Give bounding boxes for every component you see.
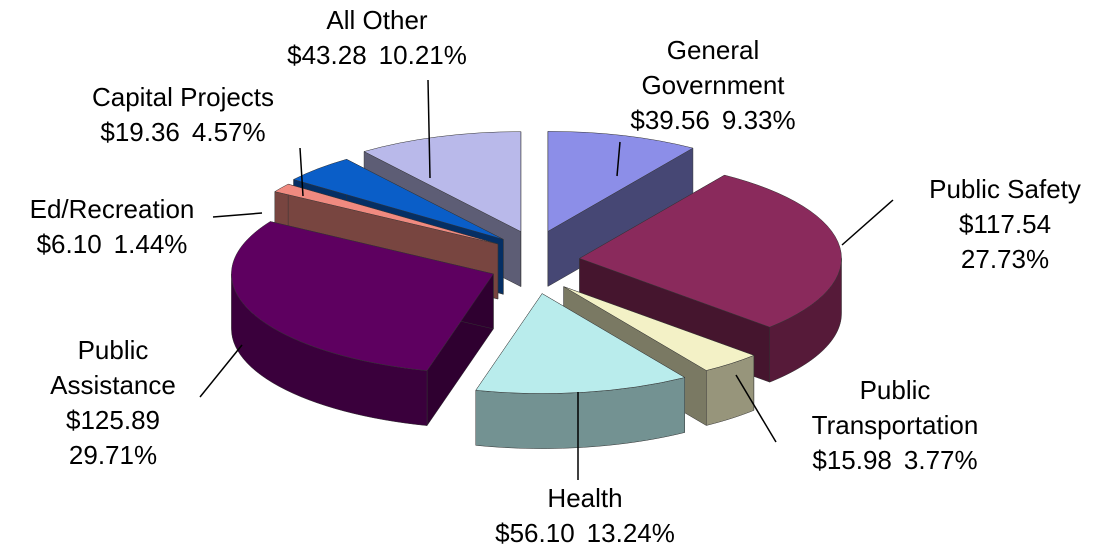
percent-label: 10.21%: [378, 40, 467, 70]
value-line: $6.10 1.44%: [0, 227, 232, 262]
percent-label: 27.73%: [960, 244, 1050, 274]
slice-top: [547, 131, 694, 232]
percent-label: 1.44%: [113, 229, 188, 259]
category-label: Public Transportation: [811, 375, 979, 440]
percent-label: 9.33%: [721, 105, 796, 135]
slice: [231, 221, 494, 427]
leader-line: [212, 212, 263, 218]
value-label: $117.54: [958, 209, 1052, 239]
category-label: Public Safety: [929, 174, 1081, 204]
slice-top: [292, 158, 504, 240]
category-label: Capital Projects: [91, 82, 275, 112]
percent-label: 13.24%: [586, 518, 675, 548]
slice-label: Public Assistance $125.89 29.71%: [38, 333, 188, 473]
value-label: $56.10: [495, 518, 575, 548]
leader-line: [199, 344, 243, 398]
value-label: $19.36: [100, 117, 180, 147]
slice-label: Public Transportation $15.98 3.77%: [780, 373, 1010, 478]
slice-label: Ed/Recreation $6.10 1.44%: [0, 192, 232, 262]
slice-top: [563, 286, 755, 371]
category-label: Ed/Recreation: [29, 194, 195, 224]
percent-label: 29.71%: [68, 440, 158, 470]
value-label: $125.89: [66, 405, 160, 435]
leader-line: [616, 141, 621, 177]
slice: [475, 292, 686, 449]
value-line: $56.10 13.24%: [455, 516, 715, 551]
value-line: $43.28 10.21%: [247, 38, 507, 73]
slice-top: [363, 131, 522, 233]
slice-top: [475, 293, 686, 394]
value-line: $39.56 9.33%: [613, 103, 813, 138]
slice-top: [578, 174, 842, 328]
value-line: $19.36 4.57%: [53, 115, 313, 150]
slice-label: Public Safety $117.54 27.73%: [875, 172, 1105, 277]
leader-line: [841, 199, 894, 246]
percent-label: 4.57%: [191, 117, 266, 147]
value-label: $39.56: [630, 105, 710, 135]
slice: [547, 131, 694, 287]
slice-label: Capital Projects $19.36 4.57%: [53, 80, 313, 150]
slice-top: [231, 221, 494, 371]
value-label: $6.10: [36, 229, 102, 259]
value-label: $15.98: [812, 445, 892, 475]
slice-label: All Other $43.28 10.21%: [247, 3, 507, 73]
leader-line: [299, 147, 304, 197]
value-line: $15.98 3.77%: [780, 443, 1010, 478]
slice-label: Health $56.10 13.24%: [455, 481, 715, 551]
category-label: All Other: [326, 5, 428, 35]
category-label: General Government: [641, 35, 785, 100]
leader-line: [735, 374, 777, 443]
slice-label: General Government $39.56 9.33%: [613, 33, 813, 138]
category-label: Health: [547, 483, 623, 513]
value-label: $43.28: [287, 40, 367, 70]
leader-line: [427, 79, 431, 179]
percent-label: 3.77%: [903, 445, 978, 475]
category-label: Public Assistance: [50, 335, 176, 400]
slice-top: [274, 183, 499, 245]
